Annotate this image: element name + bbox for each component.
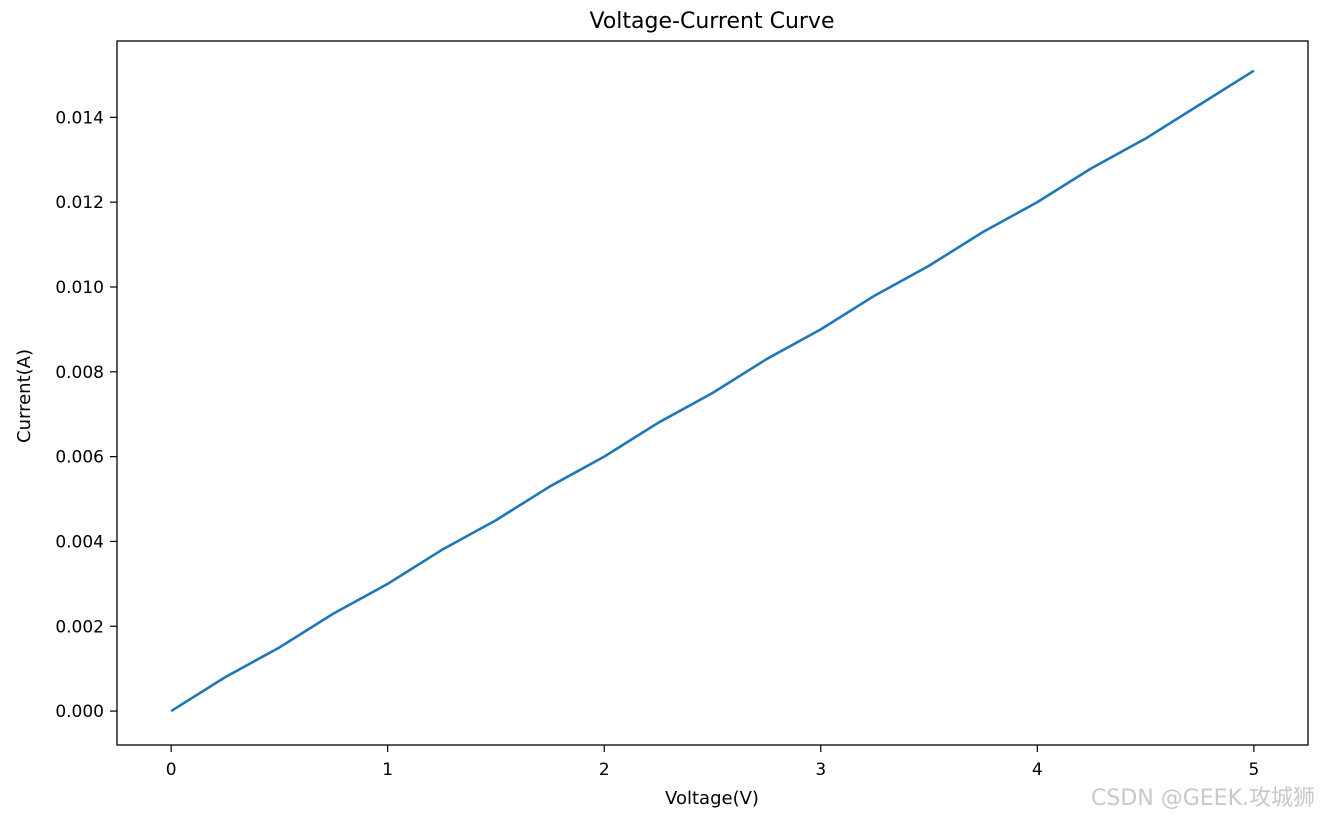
- x-tick-label: 4: [1032, 760, 1043, 780]
- x-axis: 0 1 2 3 4 5: [166, 745, 1259, 780]
- x-tick-label: 0: [166, 760, 177, 780]
- x-tick-label: 5: [1248, 760, 1259, 780]
- x-axis-label: Voltage(V): [665, 788, 759, 809]
- y-tick-label: 0.002: [55, 617, 104, 637]
- y-tick-label: 0.010: [55, 278, 104, 298]
- y-axis-label: Current(A): [14, 349, 35, 443]
- y-tick-label: 0.004: [55, 532, 104, 552]
- y-axis: 0.000 0.002 0.004 0.006 0.008 0.010 0.012 0.014: [55, 108, 117, 722]
- y-tick-label: 0.008: [55, 363, 104, 383]
- chart-title: Voltage-Current Curve: [590, 9, 835, 34]
- x-tick-label: 1: [382, 760, 393, 780]
- plot-area-frame: [116, 40, 1309, 746]
- x-tick-label: 3: [815, 760, 826, 780]
- y-tick-label: 0.006: [55, 448, 104, 468]
- y-tick-label: 0.000: [55, 702, 104, 722]
- y-tick-label: 0.012: [55, 193, 104, 213]
- watermark-text: CSDN @GEEK.攻城狮: [1091, 786, 1315, 811]
- x-tick-label: 2: [599, 760, 610, 780]
- y-tick-label: 0.014: [55, 108, 104, 128]
- series-line-current: [170, 69, 1255, 713]
